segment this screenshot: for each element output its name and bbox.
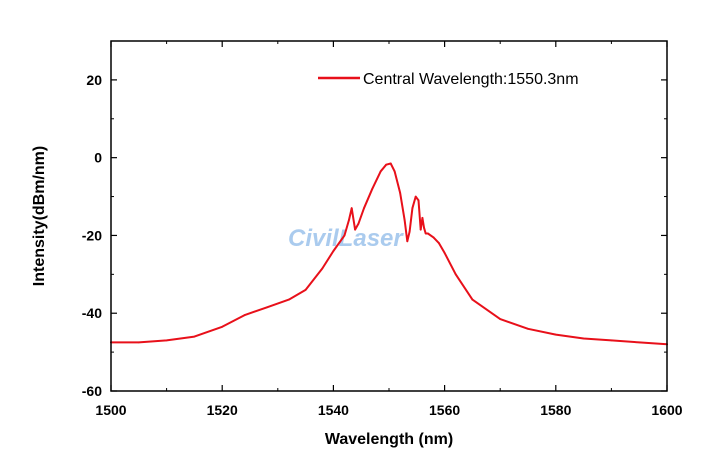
data-point: [243, 314, 246, 317]
data-point: [443, 252, 446, 254]
x-tick-label: 1560: [429, 402, 460, 418]
data-point: [265, 306, 268, 309]
data-point: [165, 339, 168, 342]
data-point: [357, 222, 360, 225]
data-point: [417, 199, 420, 202]
legend-entry: Central Wavelength:1550.3nm: [363, 71, 579, 88]
data-point: [424, 232, 427, 235]
data-point: [332, 250, 335, 252]
data-point: [379, 170, 382, 173]
data-point: [423, 226, 425, 229]
data-point: [471, 298, 474, 301]
y-tick-label: -40: [82, 305, 102, 321]
x-tick-label: 1520: [207, 402, 238, 418]
plot-frame: [110, 40, 668, 392]
data-point: [221, 325, 224, 328]
data-point: [389, 162, 392, 165]
x-tick-label: 1580: [540, 402, 571, 418]
data-point: [343, 234, 346, 237]
data-point: [371, 187, 374, 190]
series-line-0: [110, 162, 668, 346]
data-point: [414, 195, 417, 198]
data-point: [638, 341, 641, 344]
x-tick-label: 1540: [318, 402, 349, 418]
y-tick-label: -20: [82, 227, 102, 243]
data-point: [419, 228, 422, 231]
data-point: [499, 318, 502, 320]
legend: Central Wavelength:1550.3nm: [318, 71, 579, 88]
data-point: [363, 207, 365, 210]
y-tick-label: -60: [82, 383, 102, 399]
data-point: [432, 236, 435, 239]
data-point: [354, 228, 356, 231]
x-axis-title: Wavelength (nm): [325, 431, 453, 448]
data-point: [408, 230, 411, 233]
data-point: [610, 339, 613, 342]
data-point: [385, 163, 388, 166]
data-point: [350, 207, 353, 210]
data-point: [137, 341, 140, 344]
y-axis-title: Intensity(dBm/nm): [31, 146, 48, 286]
data-point: [193, 335, 196, 338]
data-point: [321, 267, 324, 270]
data-point: [393, 170, 396, 173]
series-layer: [110, 162, 668, 346]
data-point: [411, 207, 414, 210]
data-point: [288, 298, 290, 301]
y-tick-label: 0: [94, 150, 102, 166]
data-point: [421, 217, 424, 219]
data-point: [554, 333, 557, 336]
data-point: [438, 242, 440, 245]
data-point: [582, 337, 585, 340]
data-point: [406, 240, 409, 243]
y-tick-label: 20: [86, 72, 102, 88]
x-tick-label: 1500: [95, 402, 126, 418]
data-point: [427, 232, 429, 235]
data-point: [454, 273, 457, 276]
data-point: [348, 219, 350, 221]
data-point: [304, 289, 307, 291]
data-point: [527, 327, 529, 330]
x-tick-label: 1600: [651, 402, 682, 418]
data-point: [403, 219, 406, 221]
x-tick-labels: 1500 1520 1540 1560 1580 1600: [95, 402, 682, 418]
y-tick-labels: -60 -40 -20 0 20: [82, 72, 102, 399]
data-point: [399, 191, 401, 194]
